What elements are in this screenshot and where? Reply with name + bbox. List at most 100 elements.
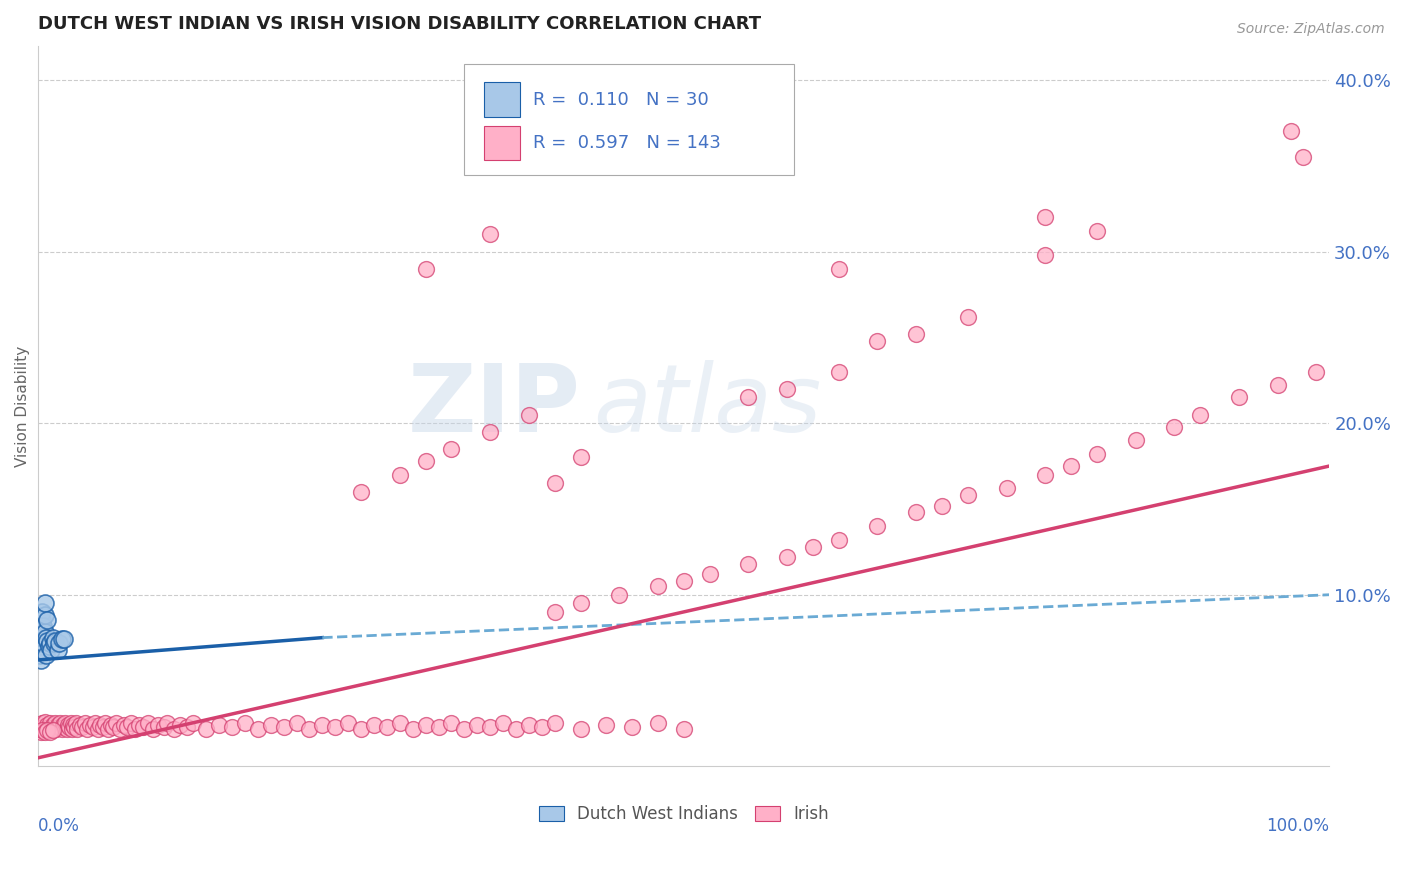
Point xyxy=(350,722,373,736)
Point xyxy=(49,716,72,731)
Point xyxy=(505,722,527,736)
Point xyxy=(415,454,437,468)
Point xyxy=(647,716,669,731)
Point xyxy=(801,540,824,554)
Point xyxy=(415,261,437,276)
Point xyxy=(48,636,70,650)
Point xyxy=(479,720,502,734)
Point xyxy=(544,716,567,731)
Point xyxy=(285,716,308,731)
Point xyxy=(148,718,170,732)
Point xyxy=(233,716,256,731)
FancyBboxPatch shape xyxy=(484,126,520,161)
Point xyxy=(995,481,1018,495)
Point xyxy=(828,261,851,276)
Point xyxy=(73,716,96,731)
Point xyxy=(28,722,51,736)
Point xyxy=(28,642,51,657)
Point xyxy=(956,488,979,502)
Point xyxy=(84,716,107,731)
Point xyxy=(737,391,759,405)
Point xyxy=(76,722,98,736)
Point xyxy=(828,533,851,547)
Point xyxy=(1085,224,1108,238)
Point xyxy=(28,636,51,650)
Point xyxy=(32,720,55,734)
Point xyxy=(62,718,84,732)
Point xyxy=(45,722,67,736)
Point xyxy=(699,567,721,582)
Point xyxy=(108,722,131,736)
Point xyxy=(621,720,644,734)
Point xyxy=(866,519,889,533)
Point xyxy=(479,425,502,439)
Point xyxy=(41,723,63,738)
Point xyxy=(28,648,51,662)
Point xyxy=(1189,408,1212,422)
Point xyxy=(51,722,73,736)
Point xyxy=(42,636,65,650)
Point xyxy=(31,642,53,657)
Point xyxy=(375,720,398,734)
Point xyxy=(136,716,159,731)
Point xyxy=(41,718,63,732)
Point xyxy=(30,625,52,640)
Point xyxy=(34,714,56,729)
Point xyxy=(31,631,53,645)
Point xyxy=(176,720,198,734)
Point xyxy=(55,722,77,736)
Text: ZIP: ZIP xyxy=(408,360,581,452)
Point xyxy=(32,618,55,632)
Point xyxy=(1060,458,1083,473)
Point xyxy=(440,442,463,456)
Point xyxy=(100,718,122,732)
Point xyxy=(82,720,104,734)
Point xyxy=(142,722,165,736)
Point xyxy=(39,716,62,731)
Point xyxy=(1227,391,1250,405)
Point xyxy=(37,634,59,648)
Point xyxy=(607,588,630,602)
Point xyxy=(94,716,117,731)
Point xyxy=(905,505,928,519)
Point xyxy=(86,722,108,736)
Point xyxy=(737,557,759,571)
Point xyxy=(31,716,53,731)
Text: DUTCH WEST INDIAN VS IRISH VISION DISABILITY CORRELATION CHART: DUTCH WEST INDIAN VS IRISH VISION DISABI… xyxy=(38,15,762,33)
Point xyxy=(195,722,218,736)
Point xyxy=(402,722,425,736)
Point xyxy=(427,720,450,734)
Legend: Dutch West Indians, Irish: Dutch West Indians, Irish xyxy=(533,798,835,830)
Point xyxy=(311,718,333,732)
Point xyxy=(273,720,295,734)
Point xyxy=(1033,467,1056,482)
Point xyxy=(530,720,553,734)
Point xyxy=(31,605,53,619)
Point xyxy=(53,632,76,647)
Point xyxy=(544,476,567,491)
Point xyxy=(46,718,69,732)
Point xyxy=(30,653,52,667)
Point xyxy=(544,605,567,619)
Point xyxy=(41,631,63,645)
Point xyxy=(89,718,111,732)
Point xyxy=(35,631,58,645)
Point xyxy=(58,720,80,734)
Point xyxy=(30,639,52,653)
Point xyxy=(34,725,56,739)
Point xyxy=(465,718,488,732)
Point xyxy=(30,718,52,732)
Point xyxy=(132,720,155,734)
Point xyxy=(866,334,889,348)
Text: atlas: atlas xyxy=(593,360,821,451)
Point xyxy=(517,408,540,422)
Point xyxy=(51,632,73,647)
Point xyxy=(66,722,89,736)
Point xyxy=(34,596,56,610)
Text: 0.0%: 0.0% xyxy=(38,817,80,835)
Point xyxy=(956,310,979,324)
Point xyxy=(37,723,59,738)
Point xyxy=(97,722,120,736)
Point xyxy=(56,718,79,732)
FancyBboxPatch shape xyxy=(464,63,793,176)
